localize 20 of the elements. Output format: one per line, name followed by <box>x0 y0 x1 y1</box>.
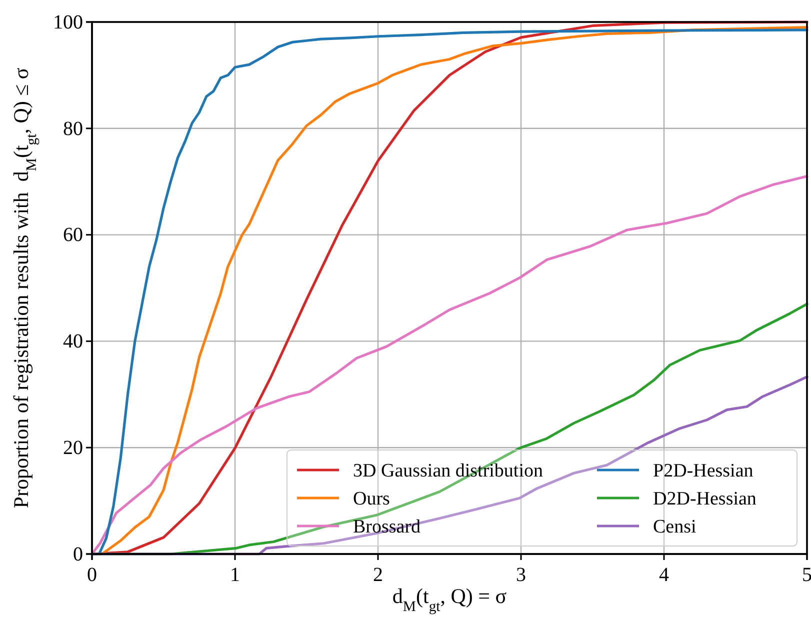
legend-label: Censi <box>653 516 696 538</box>
legend-label: Brossard <box>353 516 422 538</box>
y-tick-label: 80 <box>63 118 83 140</box>
legend-label: D2D-Hessian <box>653 488 757 510</box>
x-tick-label: 3 <box>516 564 526 586</box>
y-tick-label: 0 <box>73 543 83 566</box>
y-tick-label: 40 <box>63 330 83 353</box>
line-series <box>90 376 808 556</box>
legend-label: Ours <box>353 488 390 510</box>
x-tick-label: 0 <box>87 564 97 586</box>
x-tick-label: 5 <box>802 564 811 586</box>
line-series <box>90 174 808 556</box>
x-tick-label: 4 <box>659 564 669 586</box>
x-tick-label: 2 <box>373 564 383 586</box>
legend-label: P2D-Hessian <box>653 460 754 482</box>
x-axis-title: d$_{M}$(t$_{gt}$, Q) = σ <box>392 584 507 615</box>
x-tick-label: 1 <box>230 564 240 586</box>
y-tick-label: 100 <box>53 11 83 34</box>
y-tick-label: 60 <box>63 224 83 246</box>
y-tick-label: 20 <box>63 437 83 459</box>
